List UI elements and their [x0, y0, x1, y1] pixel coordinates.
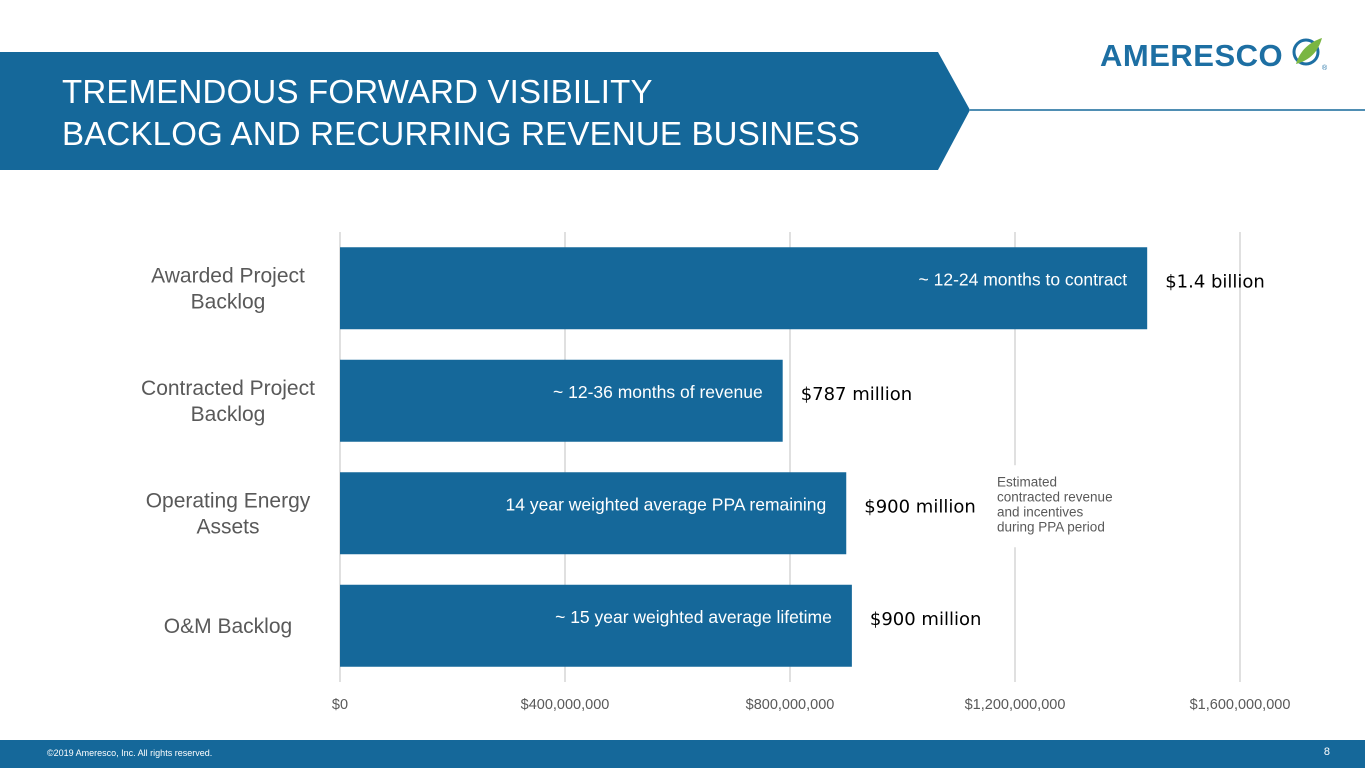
svg-text:®: ® [1322, 64, 1328, 72]
category-label: Contracted Project [141, 377, 315, 400]
header-arrow-shape [0, 52, 970, 170]
x-tick-label: $1,200,000,000 [965, 697, 1066, 713]
value-label: $787 million [801, 384, 913, 405]
slide-title-line-2: BACKLOG AND RECURRING REVENUE BUSINESS [62, 115, 860, 152]
header-band [0, 52, 1365, 170]
side-note-background [993, 465, 1143, 548]
side-note-line: Estimated [997, 474, 1057, 489]
bar-annotation: ~ 12-36 months of revenue [553, 382, 763, 402]
bar-annotation: ~ 15 year weighted average lifetime [555, 607, 832, 627]
slide-title-line-1: TREMENDOUS FORWARD VISIBILITY [62, 73, 653, 110]
category-label: Awarded Project [151, 264, 305, 287]
copyright-text: ©2019 Ameresco, Inc. All rights reserved… [47, 748, 213, 758]
bar [340, 472, 847, 555]
logo-text: AMERESCO [1100, 38, 1283, 73]
bar-annotation: ~ 12-24 months to contract [919, 269, 1128, 289]
bar [340, 584, 852, 667]
value-label: $1.4 billion [1165, 271, 1265, 292]
value-label: $900 million [870, 609, 982, 630]
category-label: Assets [196, 515, 259, 538]
bar-annotation: 14 year weighted average PPA remaining [506, 494, 827, 514]
side-note-line: during PPA period [997, 519, 1105, 534]
category-label: Backlog [191, 403, 266, 426]
side-note-line: and incentives [997, 504, 1084, 519]
x-tick-label: $1,600,000,000 [1190, 697, 1291, 713]
bar [340, 359, 783, 442]
bar [340, 247, 1148, 330]
category-label: O&M Backlog [164, 615, 292, 638]
side-note-line: contracted revenue [997, 489, 1113, 504]
x-tick-label: $800,000,000 [746, 697, 835, 713]
page-number: 8 [1323, 746, 1330, 758]
logo-leaf-icon: ® [1292, 38, 1328, 72]
labels-layer: $0 $400,000,000 $800,000,000 $1,200,000,000… [141, 264, 1290, 713]
x-tick-label: $0 [332, 697, 348, 713]
x-tick-label: $400,000,000 [521, 697, 610, 713]
ameresco-logo: AMERESCO ® [1100, 38, 1328, 73]
footer-bar [0, 740, 1365, 768]
bars-layer [340, 247, 1148, 667]
value-label: $900 million [864, 496, 976, 517]
category-label: Operating Energy [146, 489, 311, 512]
category-label: Backlog [191, 290, 266, 313]
